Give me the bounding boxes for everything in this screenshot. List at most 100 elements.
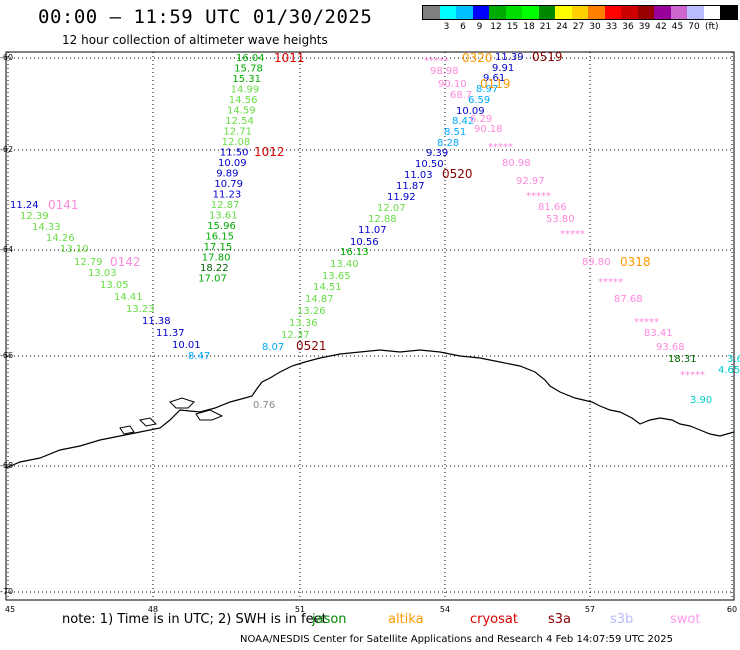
wave-height-label: 16.13 bbox=[340, 247, 369, 258]
legend-swatch bbox=[489, 6, 506, 19]
legend-swatch bbox=[604, 6, 621, 19]
legend-label: 30 bbox=[589, 22, 601, 32]
legend-swatch bbox=[637, 6, 654, 19]
pass-label: 0142 bbox=[110, 255, 141, 269]
wave-height-label: 16.15 bbox=[205, 232, 234, 243]
wave-height-label: 14.87 bbox=[305, 294, 334, 305]
wave-height-label: 13.05 bbox=[100, 280, 129, 291]
legend-swatch bbox=[571, 6, 588, 19]
pass-label: 0119 bbox=[480, 77, 511, 91]
wave-height-label: 8.42 bbox=[452, 116, 474, 127]
wave-height-label: 17.80 bbox=[202, 253, 231, 264]
wave-height-label: 93.68 bbox=[656, 342, 685, 353]
legend-swatch bbox=[522, 6, 539, 19]
wave-height-label: 13.36 bbox=[289, 318, 318, 329]
wave-height-label: 89.80 bbox=[582, 257, 611, 268]
wave-height-label: 13.10 bbox=[60, 244, 89, 255]
wave-height-label: 83.41 bbox=[644, 328, 673, 339]
wave-height-label: ***** bbox=[598, 277, 623, 288]
graticule bbox=[6, 52, 734, 600]
subtitle: 12 hour collection of altimeter wave hei… bbox=[62, 33, 328, 47]
wave-height-label: ***** bbox=[488, 142, 513, 153]
lon-label: 48 bbox=[147, 605, 159, 614]
legend-label: 45 bbox=[671, 22, 684, 32]
wave-height-label: 11.38 bbox=[142, 316, 171, 327]
wave-height-label: 12.37 bbox=[281, 330, 310, 341]
pass-label: 0318 bbox=[620, 255, 651, 269]
wave-height-label: 13.26 bbox=[297, 306, 326, 317]
lat-label: -70 bbox=[0, 587, 14, 596]
legend-label: 18 bbox=[523, 22, 535, 32]
wave-height-label: 15.78 bbox=[234, 64, 263, 75]
legend-label: 6 bbox=[460, 22, 466, 32]
legend-label: 33 bbox=[605, 22, 618, 32]
lon-label: 45 bbox=[4, 605, 16, 614]
wave-height-label: 18.31 bbox=[668, 354, 697, 365]
wave-height-label: 14.59 bbox=[227, 106, 256, 117]
lon-label: 51 bbox=[294, 605, 306, 614]
lon-label: 54 bbox=[439, 605, 451, 614]
wave-height-label: 10.50 bbox=[415, 159, 444, 170]
wave-height-label: 12.39 bbox=[20, 211, 49, 222]
pass-label: 0141 bbox=[48, 198, 79, 212]
wave-height-label: 16.04 bbox=[236, 53, 265, 64]
wave-height-label: 12.71 bbox=[223, 127, 252, 138]
sat-s3a: s3a bbox=[548, 612, 572, 627]
title: 00:00 – 11:59 UTC 01/30/2025 bbox=[38, 6, 373, 28]
legend-swatch bbox=[588, 6, 605, 19]
legend-label: 15 bbox=[506, 22, 519, 32]
wave-height-label: 9.91 bbox=[492, 63, 514, 74]
pass-label: 1012 bbox=[254, 145, 285, 159]
wave-height-label: 12.88 bbox=[368, 214, 397, 225]
wave-height-label: 10.56 bbox=[350, 237, 379, 248]
wave-height-label: 12.79 bbox=[74, 257, 103, 268]
legend-label: 36 bbox=[622, 22, 634, 32]
legend-swatches bbox=[422, 5, 738, 20]
sat-s3b: s3b bbox=[610, 612, 634, 627]
wave-height-label: 11.50 bbox=[220, 148, 249, 159]
lat-label: -60 bbox=[0, 53, 14, 62]
wave-height-label: 0.76 bbox=[253, 400, 275, 411]
wave-height-label: 92.97 bbox=[516, 176, 545, 187]
wave-height-label: 11.07 bbox=[358, 225, 387, 236]
legend-swatch bbox=[505, 6, 522, 19]
wave-height-label: ***** bbox=[424, 56, 449, 67]
wave-height-label: 11.03 bbox=[404, 170, 433, 181]
wave-height-label: 8.07 bbox=[262, 342, 284, 353]
wave-height-label: 17.15 bbox=[204, 242, 233, 253]
legend-swatch bbox=[538, 6, 555, 19]
sat-swot: swot bbox=[670, 612, 701, 627]
wave-height-label: 14.41 bbox=[114, 292, 143, 303]
pass-label: 0519 bbox=[532, 50, 563, 64]
wave-height-label: 13.65 bbox=[322, 271, 351, 282]
wave-height-label: 14.33 bbox=[32, 222, 61, 233]
wave-height-label: 17.07 bbox=[198, 274, 227, 285]
legend-label: 3 bbox=[443, 22, 450, 32]
wave-height-label: 90.10 bbox=[438, 79, 467, 90]
wave-height-label: 8.47 bbox=[188, 351, 210, 362]
legend-swatch bbox=[456, 6, 473, 19]
wave-height-label: 14.56 bbox=[229, 95, 258, 106]
wave-height-label: 80.98 bbox=[502, 158, 531, 169]
wave-height-label: 13.03 bbox=[88, 268, 117, 279]
wave-height-label: 12.54 bbox=[225, 116, 254, 127]
wave-height-label: 9.89 bbox=[216, 169, 238, 180]
wave-height-label: 13.40 bbox=[330, 259, 359, 270]
lat-label: -66 bbox=[0, 351, 14, 360]
wave-height-label: 8.97 bbox=[476, 84, 498, 95]
wave-height-label: 87.68 bbox=[614, 294, 643, 305]
wave-height-label: 68.7 bbox=[450, 90, 472, 101]
lon-label: 57 bbox=[584, 605, 596, 614]
wave-height-label: 10.79 bbox=[214, 179, 243, 190]
legend-label: 39 bbox=[638, 22, 651, 32]
lon-label: 60 bbox=[726, 605, 738, 614]
wave-height-label: 6.29 bbox=[470, 114, 492, 125]
color-legend: 3 6 9 12 15 18 21 24 27 30 33 36 39 42 45 70 (ft) bbox=[422, 5, 738, 32]
pass-label: 0320 bbox=[462, 51, 493, 65]
wave-height-label: 8.51 bbox=[444, 127, 466, 138]
wave-height-label: 8.28 bbox=[437, 138, 459, 149]
map-frame bbox=[5, 51, 735, 601]
legend-swatch bbox=[555, 6, 572, 19]
